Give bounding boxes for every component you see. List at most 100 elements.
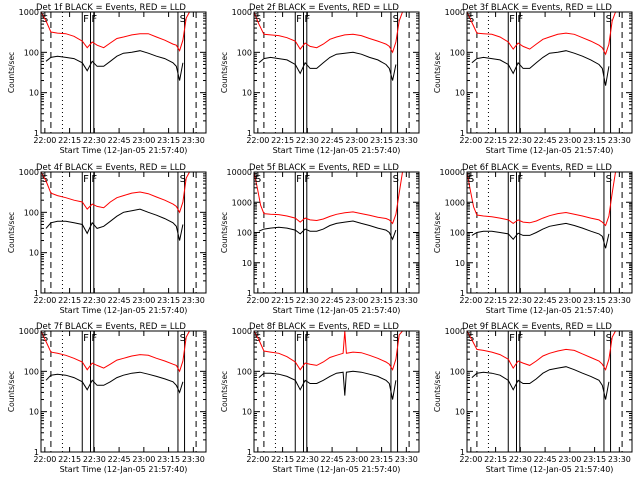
flag-label: S bbox=[180, 174, 186, 185]
x-tick-label: 22:45 bbox=[108, 136, 131, 145]
flag-label: F bbox=[509, 14, 515, 25]
flag-label: F bbox=[509, 174, 515, 185]
x-tick-label: 22:00 bbox=[459, 455, 482, 464]
x-tick-label: 22:30 bbox=[296, 296, 319, 305]
x-tick-label: 23:15 bbox=[583, 136, 606, 145]
y-tick-label: 1 bbox=[460, 289, 465, 298]
plot-frame bbox=[466, 330, 633, 453]
x-tick-label: 22:30 bbox=[296, 455, 319, 464]
y-tick-label: 100 bbox=[450, 48, 465, 57]
y-tick-label: 10 bbox=[29, 408, 39, 417]
y-tick-label: 10 bbox=[242, 259, 252, 268]
flag-label: F bbox=[304, 14, 310, 25]
flag-label: F bbox=[83, 14, 89, 25]
series-line-events bbox=[471, 50, 610, 86]
flag-label: F bbox=[517, 333, 523, 344]
series-line-lld bbox=[41, 172, 190, 214]
x-tick-label: 23:30 bbox=[182, 296, 205, 305]
y-tick-label: 1 bbox=[247, 448, 252, 457]
y-tick-label: 100 bbox=[24, 48, 39, 57]
x-tick-label: 23:30 bbox=[395, 296, 418, 305]
x-tick-label: 22:45 bbox=[108, 455, 131, 464]
x-tick-label: 22:15 bbox=[484, 296, 507, 305]
y-tick-label: 1000 bbox=[232, 198, 252, 207]
x-axis-label: Start Time (12-Jan-05 21:57:40) bbox=[273, 146, 401, 155]
y-tick-label: 1000 bbox=[445, 8, 465, 17]
y-axis-label: Counts/sec bbox=[433, 371, 442, 412]
x-tick-label: 22:15 bbox=[271, 296, 294, 305]
flag-label: F bbox=[296, 333, 302, 344]
x-tick-label: 22:30 bbox=[509, 136, 532, 145]
flag-label: F bbox=[517, 14, 523, 25]
x-tick-label: 22:00 bbox=[33, 136, 56, 145]
flag-label: S bbox=[393, 174, 399, 185]
y-tick-label: 1 bbox=[460, 448, 465, 457]
y-tick-label: 100 bbox=[237, 229, 252, 238]
x-tick-label: 23:15 bbox=[583, 296, 606, 305]
series-line-lld bbox=[467, 12, 616, 56]
y-tick-label: 1 bbox=[34, 448, 39, 457]
series-line-lld bbox=[467, 172, 616, 227]
x-tick-label: 22:15 bbox=[484, 136, 507, 145]
x-tick-label: 23:30 bbox=[608, 455, 631, 464]
series-line-events bbox=[471, 222, 610, 249]
x-tick-label: 23:15 bbox=[370, 296, 393, 305]
series-line-lld bbox=[467, 331, 616, 371]
y-tick-label: 1 bbox=[34, 289, 39, 298]
series-line-events bbox=[45, 208, 184, 241]
x-tick-label: 23:15 bbox=[583, 455, 606, 464]
chart-title: Det 4f BLACK = Events, RED = LLD bbox=[36, 163, 186, 173]
x-tick-label: 22:45 bbox=[534, 136, 557, 145]
y-tick-label: 100 bbox=[24, 208, 39, 217]
x-tick-label: 23:00 bbox=[132, 455, 155, 464]
x-tick-label: 22:00 bbox=[33, 296, 56, 305]
chart-title: Det 2f BLACK = Events, RED = LLD bbox=[249, 3, 399, 13]
flag-label: F bbox=[91, 333, 97, 344]
series-line-lld bbox=[254, 172, 403, 225]
plot-frame bbox=[40, 330, 207, 453]
x-tick-label: 22:15 bbox=[58, 136, 81, 145]
x-tick-label: 22:45 bbox=[534, 455, 557, 464]
x-tick-label: 23:30 bbox=[608, 136, 631, 145]
flag-label: S bbox=[606, 333, 612, 344]
series-line-events bbox=[45, 371, 184, 394]
y-tick-label: 100 bbox=[450, 229, 465, 238]
y-tick-label: 10 bbox=[242, 408, 252, 417]
x-tick-label: 22:30 bbox=[83, 136, 106, 145]
y-tick-label: 1000 bbox=[232, 327, 252, 336]
x-tick-label: 23:00 bbox=[345, 136, 368, 145]
flag-label: F bbox=[296, 14, 302, 25]
x-tick-label: 23:30 bbox=[395, 455, 418, 464]
x-tick-label: 22:30 bbox=[296, 136, 319, 145]
y-axis-label: Counts/sec bbox=[433, 212, 442, 253]
y-tick-label: 100 bbox=[24, 367, 39, 376]
y-tick-label: 1000 bbox=[19, 8, 39, 17]
y-axis-label: Counts/sec bbox=[220, 371, 229, 412]
x-tick-label: 22:15 bbox=[58, 455, 81, 464]
y-tick-label: 10 bbox=[29, 89, 39, 98]
x-tick-label: 23:00 bbox=[132, 296, 155, 305]
flag-label: S bbox=[180, 333, 186, 344]
flag-label: S bbox=[180, 14, 186, 25]
x-tick-label: 22:30 bbox=[509, 455, 532, 464]
x-tick-label: 22:45 bbox=[321, 136, 344, 145]
x-axis-label: Start Time (12-Jan-05 21:57:40) bbox=[273, 465, 401, 474]
y-axis-label: Counts/sec bbox=[7, 52, 16, 93]
y-tick-label: 10 bbox=[455, 259, 465, 268]
x-tick-label: 23:00 bbox=[558, 455, 581, 464]
x-tick-label: 22:30 bbox=[83, 455, 106, 464]
x-tick-label: 23:15 bbox=[370, 455, 393, 464]
y-tick-label: 100 bbox=[450, 367, 465, 376]
